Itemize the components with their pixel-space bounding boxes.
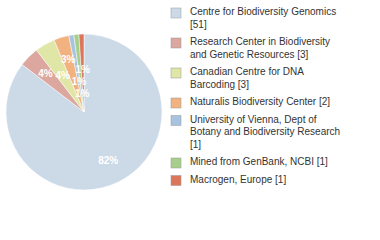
- legend-label: Mined from GenBank, NCBI [1]: [190, 156, 328, 167]
- legend: Centre for Biodiversity Genomics[51] Rese…: [171, 6, 340, 185]
- pie-slice: [6, 34, 162, 190]
- legend-swatch: [171, 38, 181, 48]
- legend-label: Macrogen, Europe [1]: [190, 174, 286, 185]
- pie: [6, 34, 162, 190]
- data-label: 4%: [55, 70, 70, 81]
- legend-label: Naturalis Biodiversity Center [2]: [190, 96, 330, 107]
- data-label: 1%: [75, 64, 90, 75]
- chart: 82%4%4%3%1%1%1%Centre for Biodiversity G…: [0, 0, 380, 240]
- legend-swatch: [171, 176, 181, 186]
- legend-swatch: [171, 68, 181, 78]
- legend-label: University of Vienna, Dept ofBotany and …: [190, 114, 340, 150]
- data-label: 1%: [72, 76, 87, 87]
- data-label: 82%: [98, 155, 118, 166]
- data-label: 3%: [61, 54, 76, 65]
- data-labels: 82%4%4%3%1%1%1%: [38, 54, 118, 166]
- legend-swatch: [171, 116, 181, 126]
- legend-swatch: [171, 98, 181, 108]
- legend-label: Canadian Centre for DNABarcoding [3]: [190, 66, 304, 90]
- legend-label: Research Center in Biodiversityand Genet…: [190, 36, 330, 60]
- data-label: 4%: [38, 68, 53, 79]
- legend-swatch: [171, 158, 181, 168]
- legend-label: Centre for Biodiversity Genomics[51]: [190, 6, 336, 30]
- legend-swatch: [171, 8, 181, 18]
- data-label: 1%: [75, 88, 90, 99]
